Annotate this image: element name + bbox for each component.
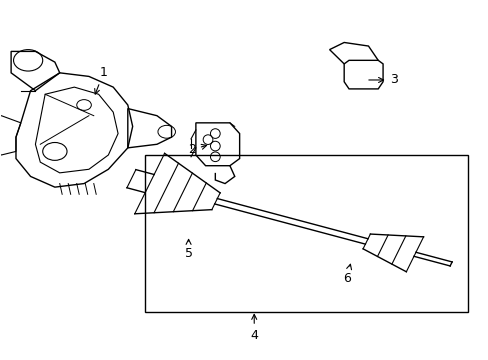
Bar <box>144 155 467 312</box>
Text: 6: 6 <box>342 264 351 285</box>
Text: 4: 4 <box>250 314 258 342</box>
Text: 1: 1 <box>95 66 107 94</box>
Text: 2: 2 <box>187 143 206 156</box>
Text: 3: 3 <box>368 73 397 86</box>
Text: 5: 5 <box>184 239 192 260</box>
